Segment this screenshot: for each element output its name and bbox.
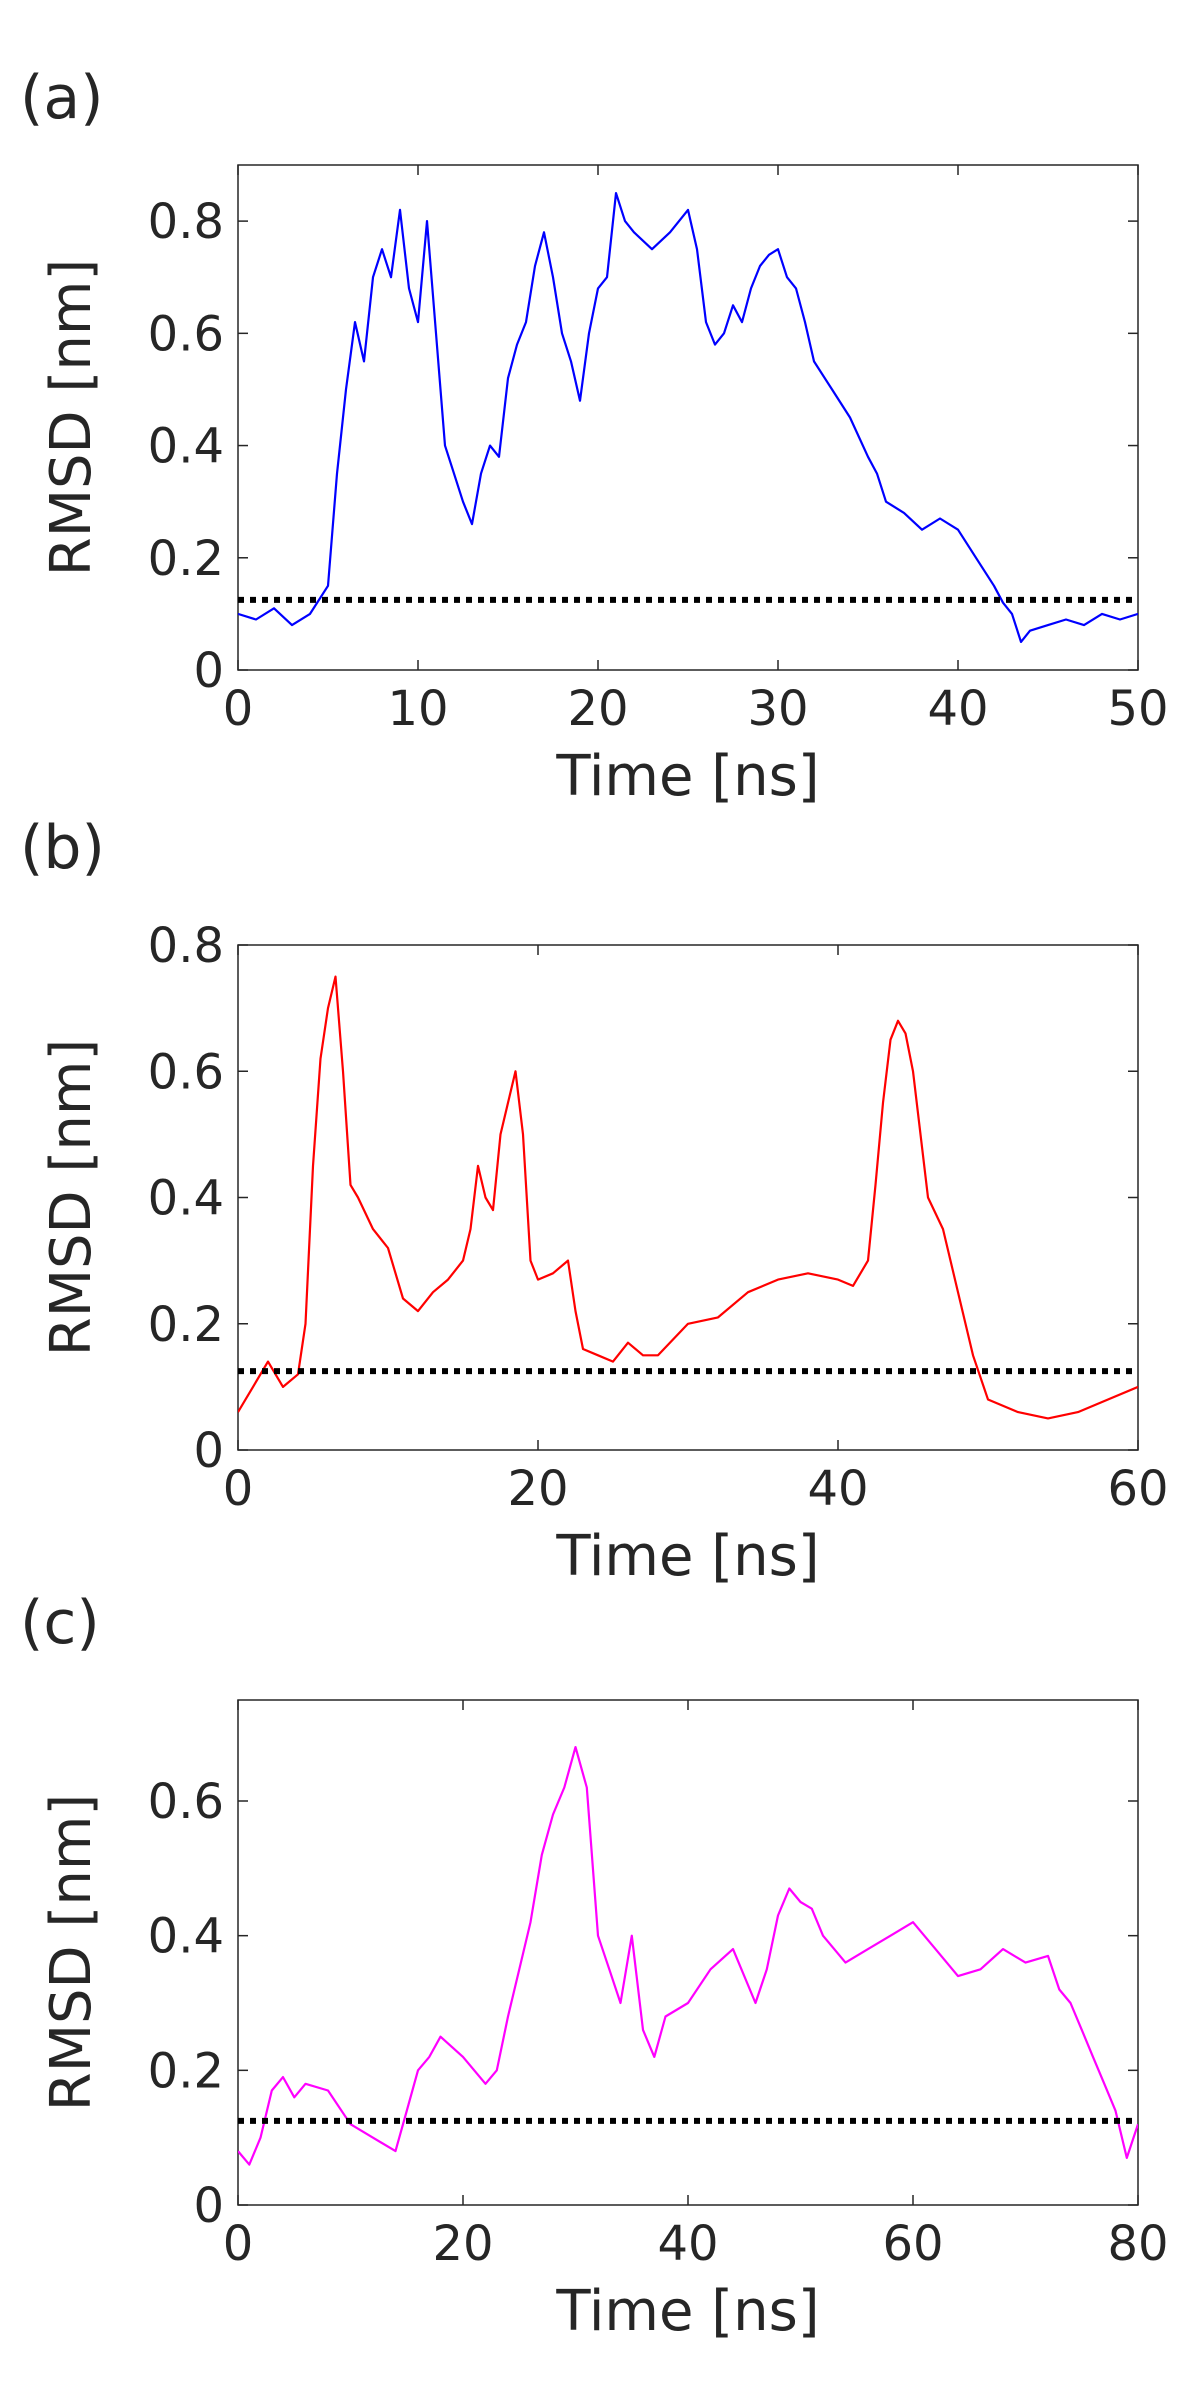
- plot-area: [237, 944, 1139, 1451]
- y-tick-label: 0.2: [148, 531, 224, 587]
- y-axis-title: RMSD [nm]: [39, 259, 104, 576]
- x-tick-label: 20: [507, 1461, 568, 1517]
- x-tick-label: 40: [657, 2216, 718, 2272]
- y-tick-label: 0.6: [148, 306, 224, 362]
- x-tick-label: 60: [1107, 1461, 1168, 1517]
- y-tick-label: 0.4: [148, 1171, 224, 1227]
- x-tick-label: 40: [927, 681, 988, 737]
- panel-label-c: (c): [20, 1588, 100, 1658]
- y-tick-label: 0.4: [148, 419, 224, 475]
- y-tick-label: 0.4: [148, 1909, 224, 1965]
- plot-area: [237, 164, 1139, 671]
- rmsd-series-line: [238, 192, 1138, 643]
- y-tick-label: 0.6: [148, 1044, 224, 1100]
- x-tick-label: 10: [387, 681, 448, 737]
- x-tick-label: 20: [432, 2216, 493, 2272]
- chart-panel-c: 0 20 40 60 80 0 0.2 0.4 0.6 Time [ns] RMSD [nm]: [39, 1699, 1169, 2344]
- rmsd-series-line: [238, 1746, 1138, 2166]
- x-tick-label: 40: [807, 1461, 868, 1517]
- y-tick-label: 0.8: [148, 918, 224, 974]
- x-axis-title: Time [ns]: [555, 744, 819, 809]
- x-tick-label: 20: [567, 681, 628, 737]
- chart-panel-a: 0 10 20 30 40 50 0 0.2 0.4 0.6 0.8 Time [ns] RMSD [n…: [39, 164, 1169, 809]
- x-axis-title: Time [ns]: [555, 1524, 819, 1589]
- rmsd-series-line: [238, 975, 1138, 1420]
- y-tick-label: 0.8: [148, 194, 224, 250]
- x-tick-label: 80: [1107, 2216, 1168, 2272]
- x-tick-label: 0: [223, 1461, 254, 1517]
- y-tick-label: 0: [193, 2178, 224, 2234]
- y-tick-label: 0.2: [148, 2043, 224, 2099]
- y-tick-label: 0: [193, 643, 224, 699]
- x-tick-label: 50: [1107, 681, 1168, 737]
- x-tick-label: 0: [223, 681, 254, 737]
- x-tick-label: 0: [223, 2216, 254, 2272]
- plot-area: [237, 1699, 1139, 2206]
- x-tick-label: 60: [882, 2216, 943, 2272]
- panel-label-b: (b): [20, 813, 105, 883]
- x-tick-label: 30: [747, 681, 808, 737]
- x-axis-title: Time [ns]: [555, 2279, 819, 2344]
- panel-label-a: (a): [20, 63, 104, 133]
- y-axis-title: RMSD [nm]: [39, 1794, 104, 2111]
- y-tick-label: 0: [193, 1423, 224, 1479]
- y-tick-label: 0.6: [148, 1774, 224, 1830]
- chart-panel-b: 0 20 40 60 0 0.2 0.4 0.6 0.8 Time [ns] RMSD [nm]: [39, 918, 1169, 1589]
- y-axis-title: RMSD [nm]: [39, 1039, 104, 1356]
- y-tick-label: 0.2: [148, 1297, 224, 1353]
